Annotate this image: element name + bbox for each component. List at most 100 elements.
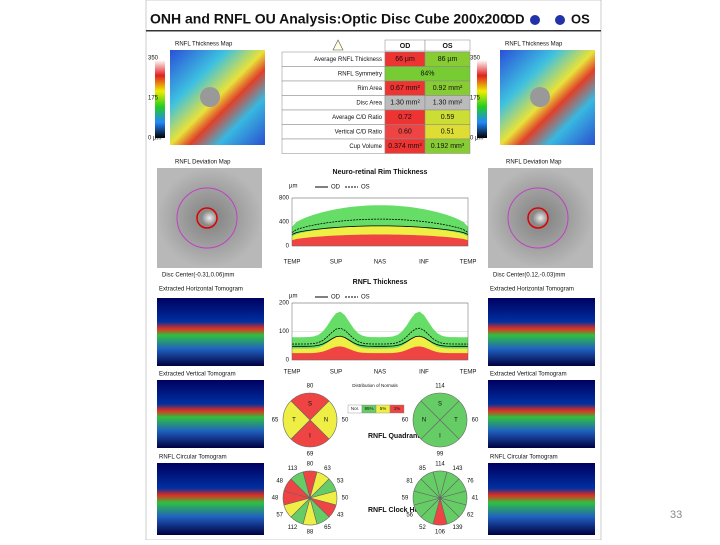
disc: [200, 87, 220, 107]
warning-icon: [332, 39, 344, 51]
scale-bar: [477, 60, 487, 138]
cell-text: 0.72: [398, 114, 412, 121]
tomogram-title: RNFL Circular Tomogram: [159, 455, 227, 461]
clock-sector: [290, 471, 311, 500]
y-tick-label: 400: [279, 220, 290, 226]
tomogram-title: Extracted Horizontal Tomogram: [490, 287, 574, 293]
content: ONH and RNFL OU Analysis:Optic Disc Cube…: [148, 11, 682, 536]
clock-value: 48: [276, 479, 283, 485]
clock-value: 65: [324, 525, 331, 531]
y-tick-label: 0: [286, 358, 290, 364]
title-rule: [146, 30, 601, 32]
chart-title: Neuro-retinal Rim Thickness: [333, 169, 428, 176]
disc-outline: [527, 207, 549, 229]
scale-label: 0 µm: [148, 136, 161, 142]
y-tick-label: 100: [279, 329, 290, 335]
x-label: TEMP: [460, 370, 477, 376]
scale-label: 175: [470, 96, 481, 102]
scan-circle: [176, 187, 238, 249]
legend-text: OS: [361, 295, 370, 301]
quadrant-value: 60: [402, 418, 409, 424]
clock-value: 76: [467, 479, 474, 485]
x-label: NAS: [374, 260, 386, 266]
disc-center: Disc Center(0.12,-0.03)mm: [493, 273, 565, 279]
scan-circle: [507, 187, 569, 249]
os-dot: [555, 15, 565, 25]
x-label: SUP: [330, 370, 342, 376]
os-line: [291, 327, 469, 345]
clock-value: 88: [307, 530, 314, 536]
quadrant-letter: I: [439, 434, 441, 440]
scale-label: 350: [148, 56, 159, 62]
tomogram: [157, 380, 264, 448]
x-label: INF: [419, 260, 429, 266]
clock-value: 59: [402, 496, 409, 502]
legend-text: OD: [331, 185, 341, 191]
header-text: OS: [442, 43, 452, 50]
clock-value: 57: [276, 513, 283, 519]
unit: µm: [289, 294, 297, 300]
cell-text: 0.67 mm²: [390, 85, 420, 92]
clock-sector: [420, 471, 441, 500]
row-label: Rim Area: [357, 86, 382, 92]
quadrant-value: 65: [272, 418, 279, 424]
clock-value: 52: [419, 525, 426, 531]
x-label: NAS: [374, 370, 386, 376]
clock-value: 63: [324, 466, 331, 472]
clock-value: 112: [288, 525, 298, 531]
header-cell: [424, 39, 471, 52]
quadrant-value: 114: [435, 384, 445, 390]
od-line: [291, 225, 469, 235]
quadrant: [290, 392, 330, 421]
quadrant: [309, 400, 338, 440]
section-title: RNFL Quadrants: [368, 433, 424, 440]
tomogram: [488, 298, 595, 366]
quadrant-value: 50: [342, 418, 349, 424]
quadrant: [412, 400, 441, 440]
cell-text: 1.30 mm²: [390, 100, 420, 107]
cell-text: 0.60: [398, 129, 412, 136]
quadrant-letter: I: [309, 434, 311, 440]
clock-value: 81: [406, 479, 413, 485]
legend-text: 95%: [364, 406, 373, 411]
quadrant: [420, 419, 460, 448]
clock-value: 139: [452, 525, 463, 531]
y-tick-label: 0: [286, 244, 290, 250]
disc-outline: [196, 207, 218, 229]
quadrant-value: 69: [307, 452, 314, 458]
clock-value: 56: [406, 513, 413, 519]
scale-bar: [155, 60, 165, 138]
x-label: TEMP: [284, 260, 301, 266]
cell-text: 1.30 mm²: [433, 100, 463, 107]
title: ONH and RNFL OU Analysis:Optic Disc Cube…: [150, 11, 508, 27]
legend-text: 5%: [380, 406, 387, 411]
disc: [530, 87, 550, 107]
y-tick-label: 200: [279, 301, 290, 307]
od-line: [291, 335, 469, 347]
tomogram-title: Extracted Vertical Tomogram: [159, 372, 236, 378]
quadrant-letter: T: [454, 418, 458, 424]
red-band: [292, 234, 468, 246]
cell-text: 84%: [420, 71, 434, 78]
plot-frame: [291, 197, 469, 247]
x-label: SUP: [330, 260, 342, 266]
legend-text: 1%: [394, 406, 401, 411]
map-title: RNFL Thickness Map: [175, 42, 233, 48]
row-label: RNFL Symmetry: [338, 71, 382, 77]
quadrant-letter: S: [308, 402, 312, 408]
quadrant: [439, 400, 468, 440]
scale-label: 0 µm: [470, 136, 483, 142]
tomogram: [157, 463, 264, 535]
map-title: RNFL Deviation Map: [506, 160, 562, 166]
row-label: Vertical C/D Ratio: [335, 129, 383, 135]
tomogram-title: Extracted Vertical Tomogram: [490, 372, 567, 378]
red-band: [292, 346, 468, 360]
x-label: TEMP: [284, 370, 301, 376]
quadrant-value: 80: [307, 384, 314, 390]
tomogram-title: Extracted Horizontal Tomogram: [159, 287, 243, 293]
cell-text: 0.59: [441, 114, 455, 121]
cell-text: 66 µm: [395, 56, 415, 63]
tomogram: [488, 380, 595, 448]
row-label: Disc Area: [356, 100, 382, 106]
